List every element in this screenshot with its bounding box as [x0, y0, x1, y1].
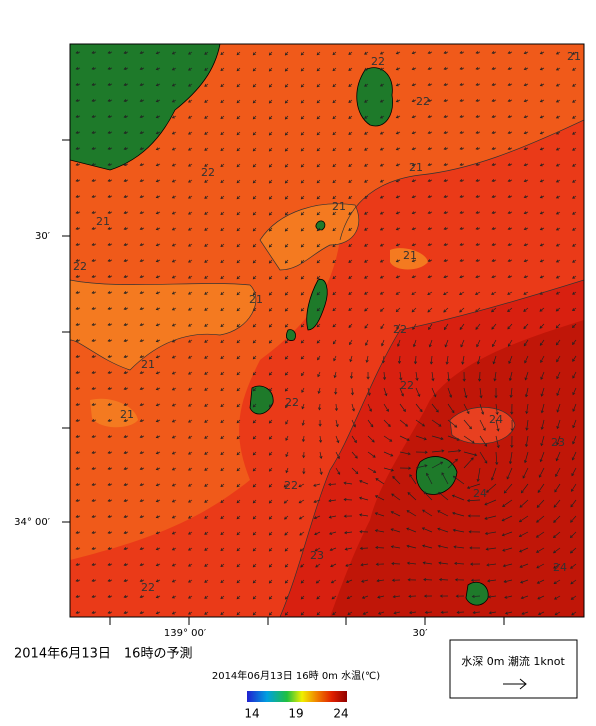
contour-label: 24	[553, 561, 567, 574]
contour-label: 21	[567, 50, 581, 63]
legend-box	[450, 640, 577, 698]
contour-label: 22	[393, 323, 407, 336]
contour-label: 21	[141, 358, 155, 371]
contour-label: 23	[551, 436, 565, 449]
contour-label: 21	[403, 249, 417, 262]
lat-label: 34° 00′	[14, 517, 51, 528]
contour-label: 22	[201, 166, 215, 179]
colorbar	[247, 691, 347, 702]
contour-label: 21	[249, 293, 263, 306]
island	[357, 68, 393, 126]
contour-label: 22	[285, 396, 299, 409]
island	[316, 221, 325, 230]
colorbar-title: 2014年06月13日 16時 0m 水温(℃)	[212, 669, 380, 682]
legend-text: 水深 0m 潮流 1knot	[461, 654, 565, 668]
lon-label: 30′	[413, 628, 429, 639]
contour-label: 22	[416, 95, 430, 108]
island	[466, 582, 488, 605]
map-area	[70, 44, 584, 617]
colorbar-tick: 24	[333, 707, 348, 721]
contour-label: 21	[332, 200, 346, 213]
lon-label: 139° 00′	[164, 628, 207, 639]
contour-label: 22	[141, 581, 155, 594]
contour-label: 22	[371, 55, 385, 68]
forecast-title: 2014年6月13日 16時の予測	[14, 647, 192, 662]
contour-label: 21	[120, 408, 134, 421]
contour-label: 24	[473, 487, 487, 500]
colorbar-tick: 14	[244, 707, 259, 721]
contour-label: 21	[96, 215, 110, 228]
contour-label: 22	[73, 260, 87, 273]
contour-label: 22	[284, 479, 298, 492]
colorbar-tick: 19	[288, 707, 303, 721]
contour-label: 22	[400, 379, 414, 392]
lat-label: 30′	[35, 231, 51, 242]
contour-label: 24	[489, 413, 503, 426]
contour-label: 21	[409, 161, 423, 174]
contour-label: 23	[310, 549, 324, 562]
island	[286, 330, 295, 341]
